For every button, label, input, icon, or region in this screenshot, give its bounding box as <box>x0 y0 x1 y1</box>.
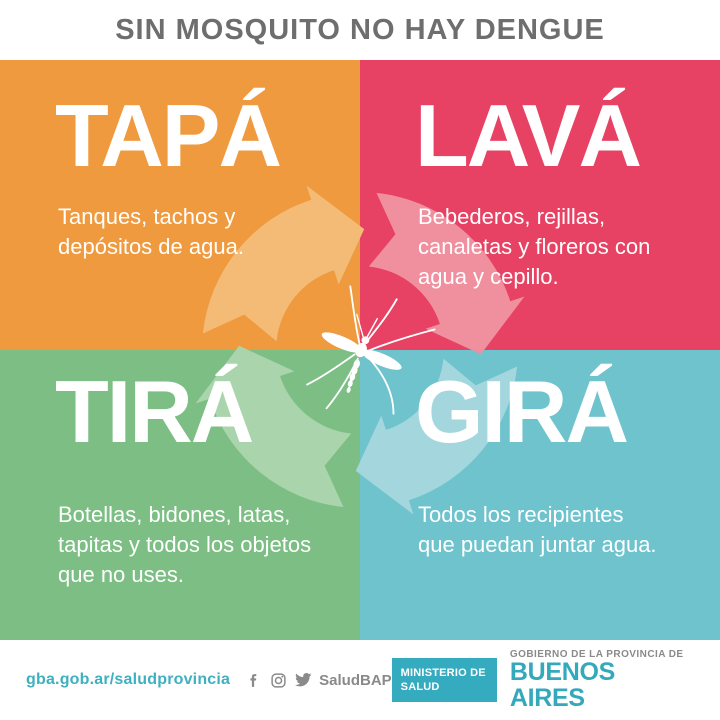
action-word-tapa: TAPÁ <box>55 86 282 185</box>
government-line2: BUENOS AIRES <box>509 658 616 712</box>
poster-header: SIN MOSQUITO NO HAY DENGUE <box>0 0 720 60</box>
action-word-lava: LAVÁ <box>415 86 642 185</box>
description-lava: Bebederos, rejillas, canaletas y florero… <box>418 204 651 290</box>
description-gira: Todos los recipientes que puedan juntar … <box>418 502 657 558</box>
website-url: gba.gob.ar/saludprovincia <box>26 671 231 688</box>
ministry-badge: MINISTERIO DE SALUD <box>391 657 497 703</box>
poster-title: SIN MOSQUITO NO HAY DENGUE <box>115 13 605 46</box>
social-icons <box>246 671 312 689</box>
government-logo: GOBIERNO DE LA PROVINCIA DE BUENOS AIRES <box>510 649 694 711</box>
instagram-icon <box>271 672 286 688</box>
quadrant-grid: TAPÁ Tanques, tachos y depósitos de agua… <box>0 60 720 640</box>
description-tira: Botellas, bidones, latas, tapitas y todo… <box>58 502 312 588</box>
facebook-icon <box>250 673 257 687</box>
action-word-gira: GIRÁ <box>415 362 629 461</box>
twitter-icon <box>294 673 312 687</box>
social-handle: SaludBAP <box>319 671 392 689</box>
government-line1: GOBIERNO DE LA PROVINCIA DE <box>509 649 684 660</box>
action-word-tira: TIRÁ <box>55 362 254 461</box>
quadrant-lava: LAVÁ Bebederos, rejillas, canaletas y fl… <box>360 60 720 350</box>
quadrant-gira: GIRÁ Todos los recipientes que puedan ju… <box>360 350 720 640</box>
description-tapa: Tanques, tachos y depósitos de agua. <box>58 204 244 260</box>
poster-footer: gba.gob.ar/saludprovincia SaludBAP MINIS… <box>0 640 720 720</box>
quadrant-tapa: TAPÁ Tanques, tachos y depósitos de agua… <box>0 60 360 350</box>
quadrant-tira: TIRÁ Botellas, bidones, latas, tapitas y… <box>0 350 360 640</box>
